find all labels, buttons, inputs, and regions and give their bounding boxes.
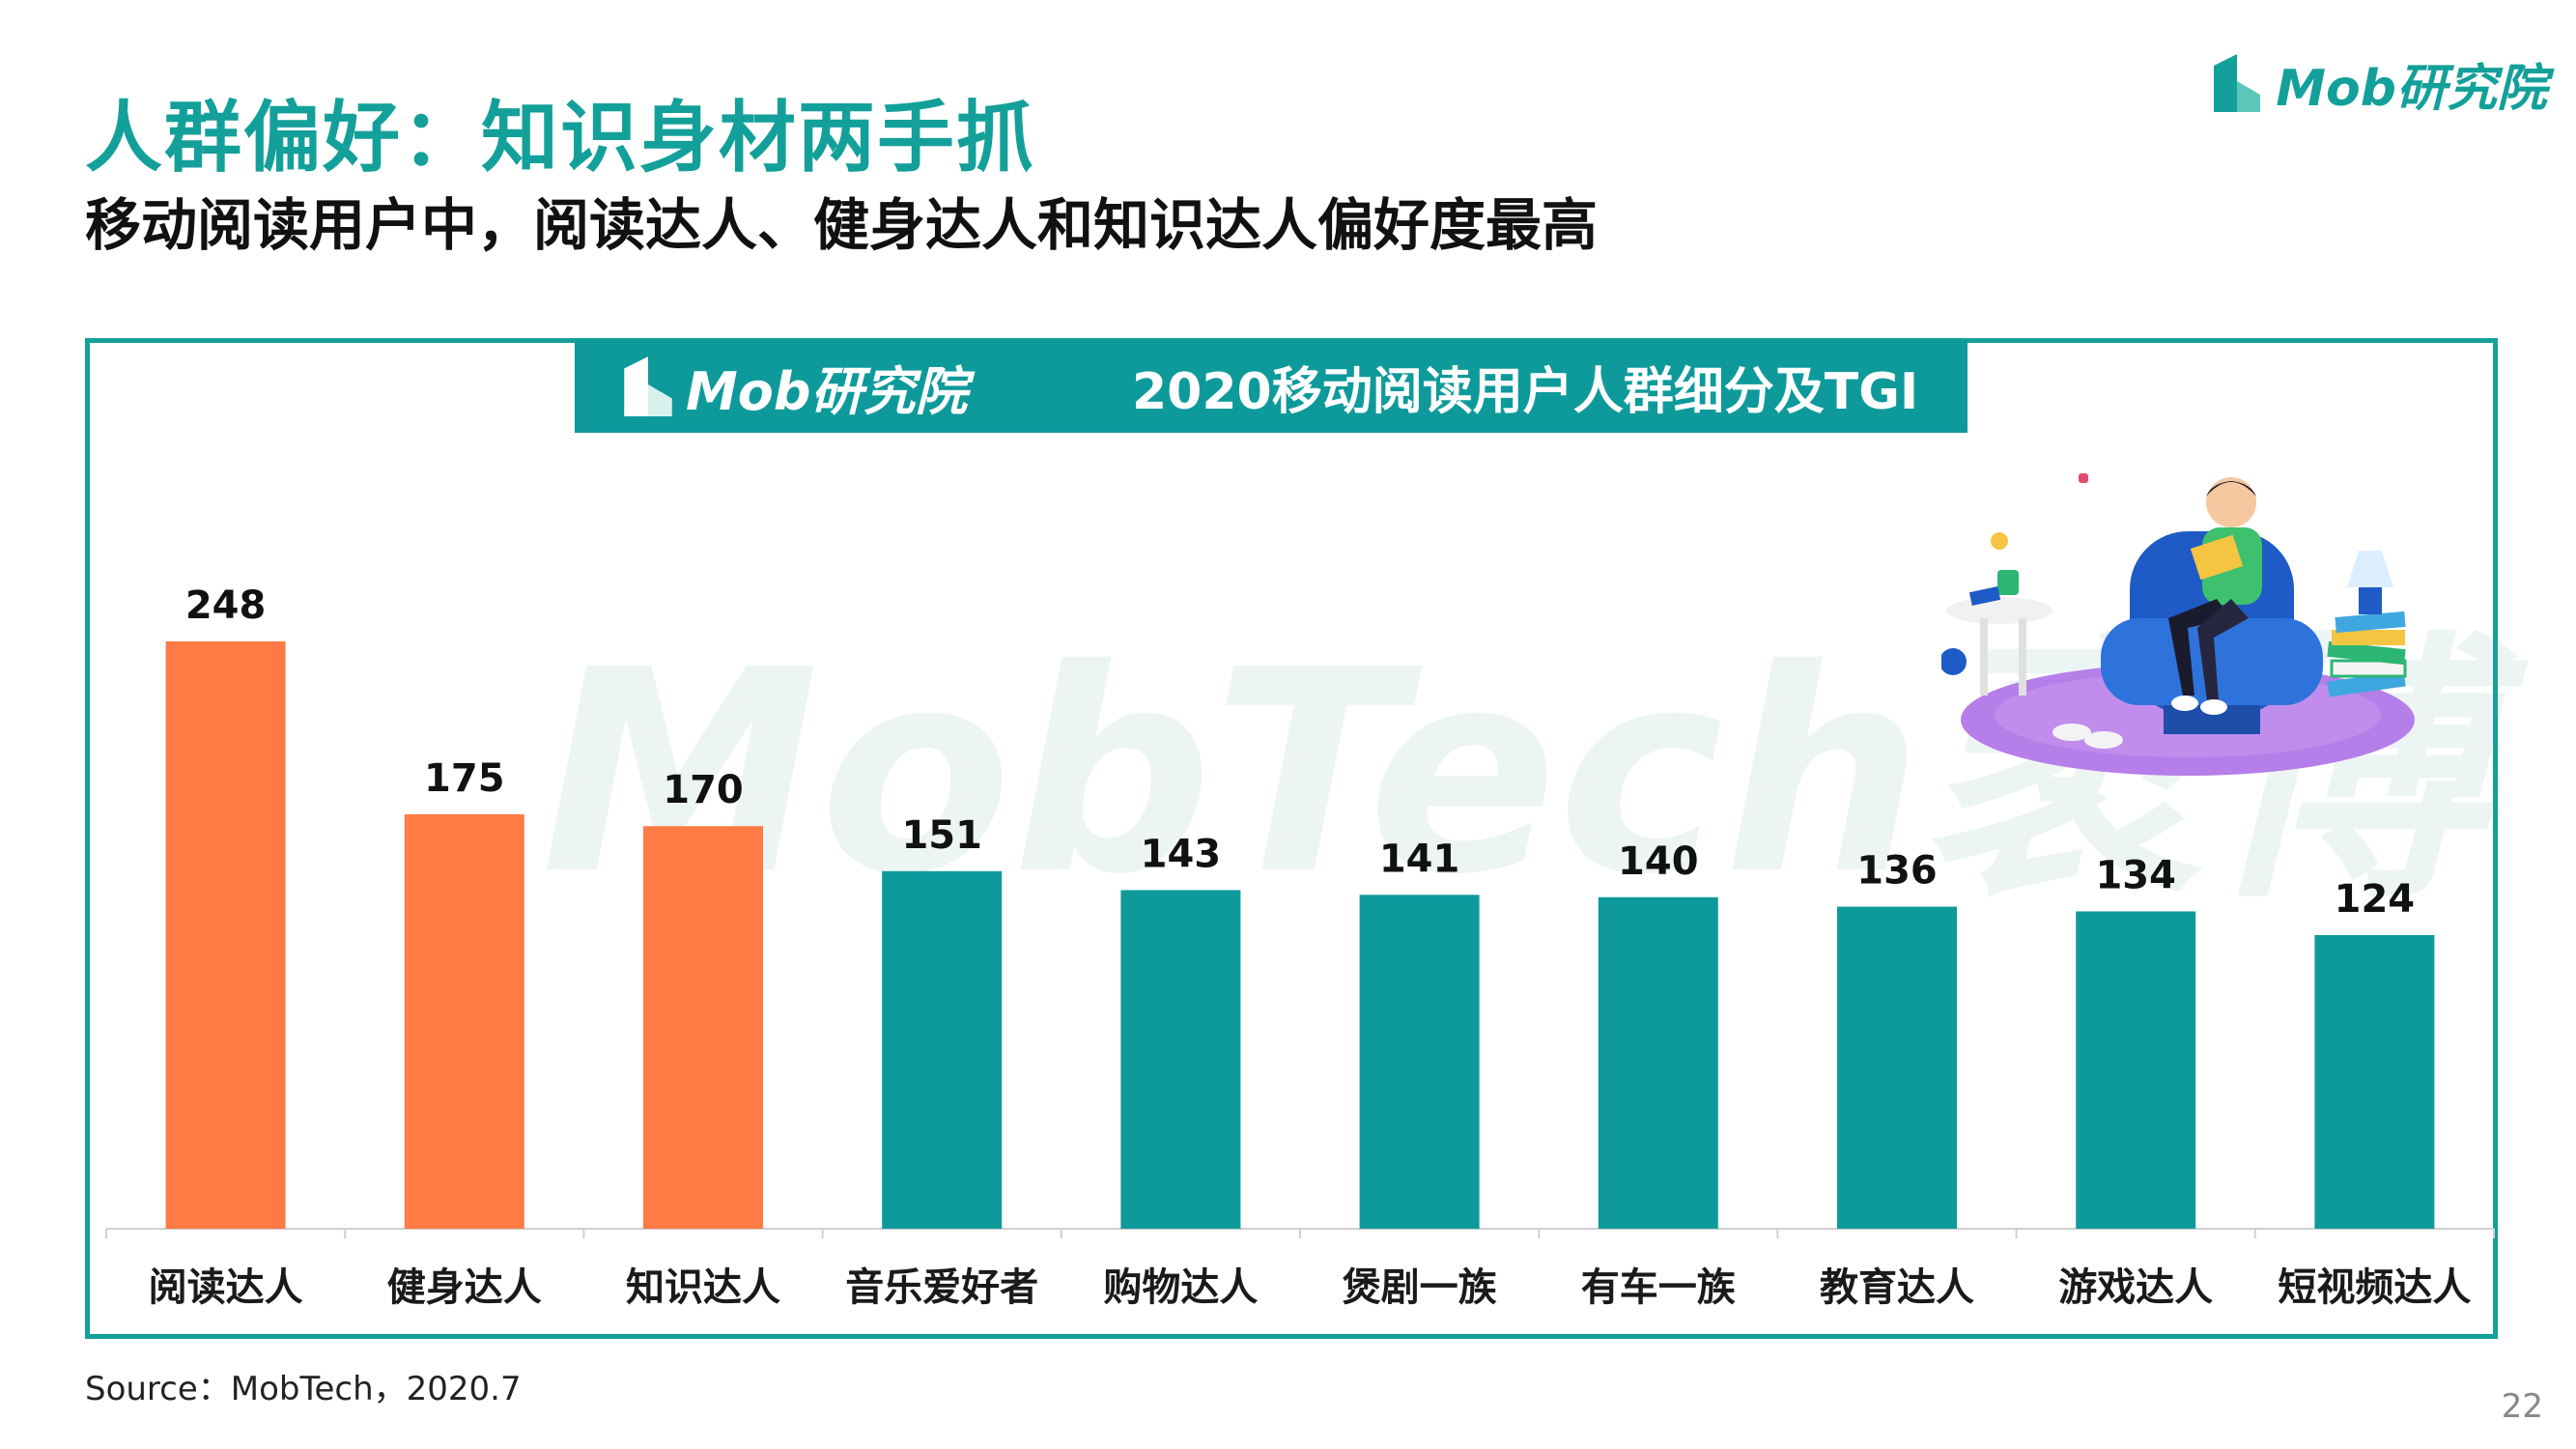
source-note: Source：MobTech，2020.7 <box>85 1370 522 1408</box>
data-label: 248 <box>185 583 267 628</box>
category-label: 知识达人 <box>626 1265 780 1310</box>
page-subtitle: 移动阅读用户中，阅读达人、健身达人和知识达人偏好度最高 <box>85 192 1599 258</box>
data-label: 140 <box>1618 839 1699 884</box>
category-label: 煲剧一族 <box>1343 1265 1497 1310</box>
bar <box>404 813 524 1229</box>
category-label: 音乐爱好者 <box>845 1265 1038 1310</box>
bar <box>1120 890 1241 1229</box>
bar <box>2076 911 2196 1229</box>
data-label: 124 <box>2335 877 2416 922</box>
page-number: 22 <box>2501 1387 2543 1426</box>
page-title: 人群偏好：知识身材两手抓 <box>85 93 1035 183</box>
data-label: 136 <box>1856 849 1938 894</box>
reading-person-illustration <box>1941 473 2415 776</box>
banner-logo: Mob研究院 <box>618 349 1082 425</box>
mob-logo-icon <box>624 356 672 416</box>
bar <box>1359 895 1480 1229</box>
data-label: 141 <box>1379 837 1460 881</box>
bar <box>643 826 763 1229</box>
chart-banner: Mob研究院 2020移动阅读用户人群细分及TGI <box>575 340 1967 433</box>
chart-title: 2020移动阅读用户人群细分及TGI <box>1132 362 1919 421</box>
category-label: 购物达人 <box>1103 1265 1258 1310</box>
bar <box>165 641 286 1229</box>
bar <box>2314 935 2435 1229</box>
bar <box>1837 906 1957 1229</box>
category-label: 短视频达人 <box>2278 1265 2471 1310</box>
category-label: 有车一族 <box>1581 1265 1736 1310</box>
logo-text: Mob研究院 <box>2276 59 2547 118</box>
data-label: 175 <box>424 756 505 801</box>
data-label: 134 <box>2095 853 2176 897</box>
bar <box>1598 896 1718 1229</box>
data-label: 151 <box>901 813 982 858</box>
category-label: 阅读达人 <box>149 1265 303 1310</box>
category-label: 健身达人 <box>387 1265 542 1310</box>
category-label: 教育达人 <box>1820 1265 1974 1310</box>
data-label: 143 <box>1141 832 1222 876</box>
banner-logo-text: Mob研究院 <box>686 360 968 422</box>
category-label: 游戏达人 <box>2058 1265 2213 1310</box>
bar <box>882 870 1003 1229</box>
mob-logo-icon <box>2214 54 2261 112</box>
mob-logo: Mob研究院 <box>2208 44 2547 122</box>
data-label: 170 <box>663 768 744 812</box>
